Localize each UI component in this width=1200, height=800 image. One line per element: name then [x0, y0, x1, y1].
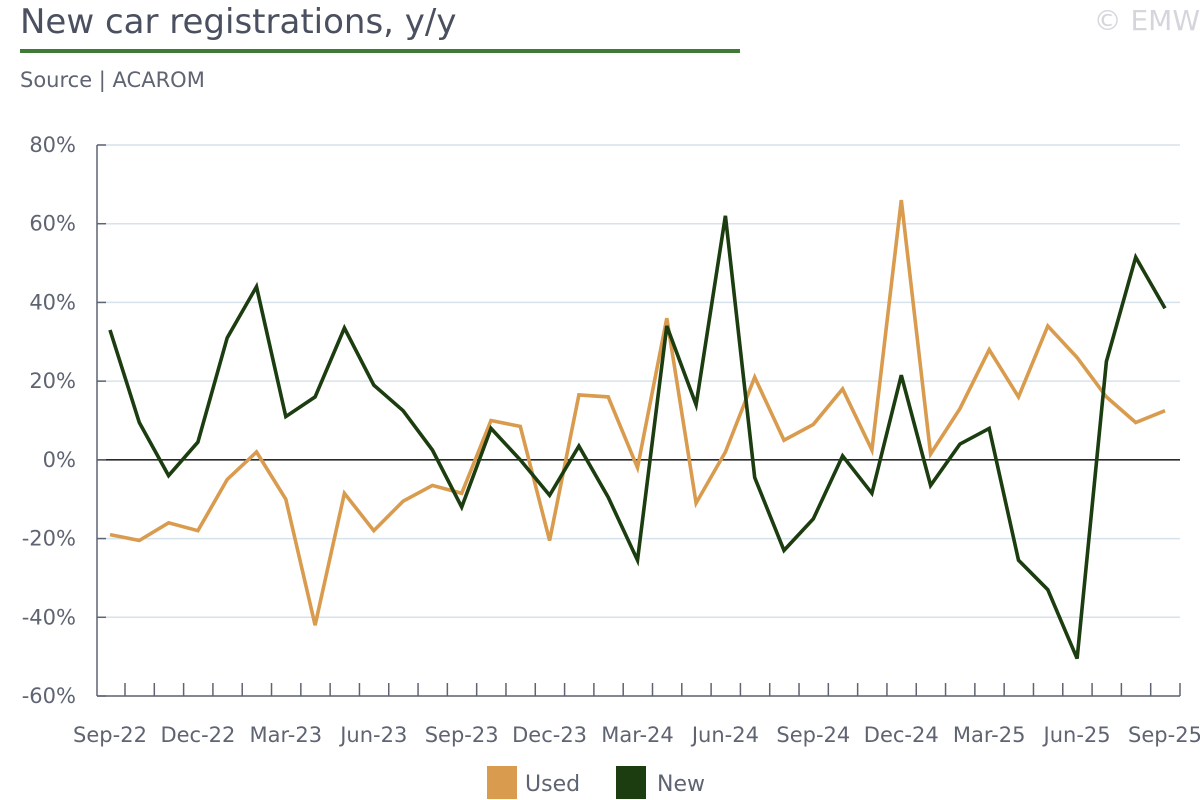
axes: -60% -40% -20% 0% 20% 40% 60% 80% Sep-22 Dec-22 Ma… — [22, 133, 1200, 747]
y-tick-label: 40% — [29, 290, 76, 314]
y-tick-label: -20% — [22, 527, 76, 551]
x-tick-label: Jun-25 — [1042, 723, 1111, 747]
x-tick-label: Sep-22 — [73, 723, 147, 747]
legend-label-new: New — [657, 772, 705, 797]
legend-swatch-new — [616, 766, 646, 799]
x-tick-label: Jun-24 — [690, 723, 759, 747]
y-tick-label: 0% — [43, 448, 76, 472]
y-tick-label: 20% — [29, 369, 76, 393]
x-tick-label: Dec-23 — [512, 723, 587, 747]
legend-label-used: Used — [525, 772, 580, 797]
y-tick-label: -40% — [22, 605, 76, 629]
series-line-new — [108, 215, 1167, 660]
x-tick-label: Mar-25 — [953, 723, 1026, 747]
x-tick-label: Sep-23 — [425, 723, 499, 747]
copyright-watermark: © EMW — [1093, 4, 1200, 37]
chart-source: Source | ACAROM — [20, 68, 205, 92]
y-tick-label: 60% — [29, 212, 76, 236]
series-line-used — [109, 199, 1166, 626]
y-tick-label: -60% — [22, 684, 76, 708]
x-tick-label: Mar-24 — [601, 723, 674, 747]
x-tick-label: Dec-22 — [160, 723, 235, 747]
legend-swatch-used — [487, 766, 517, 799]
x-tick-label: Jun-23 — [338, 723, 407, 747]
y-tick-label: 80% — [29, 133, 76, 157]
grid-lines — [97, 144, 1180, 697]
legend: Used New — [487, 766, 705, 799]
x-tick-label: Sep-25 — [1128, 723, 1200, 747]
series-lines — [108, 199, 1167, 660]
x-tick-label: Dec-24 — [864, 723, 939, 747]
x-tick-label: Sep-24 — [776, 723, 850, 747]
x-tick-label: Mar-23 — [250, 723, 323, 747]
title-underline — [20, 49, 740, 53]
chart-title: New car registrations, y/y — [20, 2, 457, 42]
